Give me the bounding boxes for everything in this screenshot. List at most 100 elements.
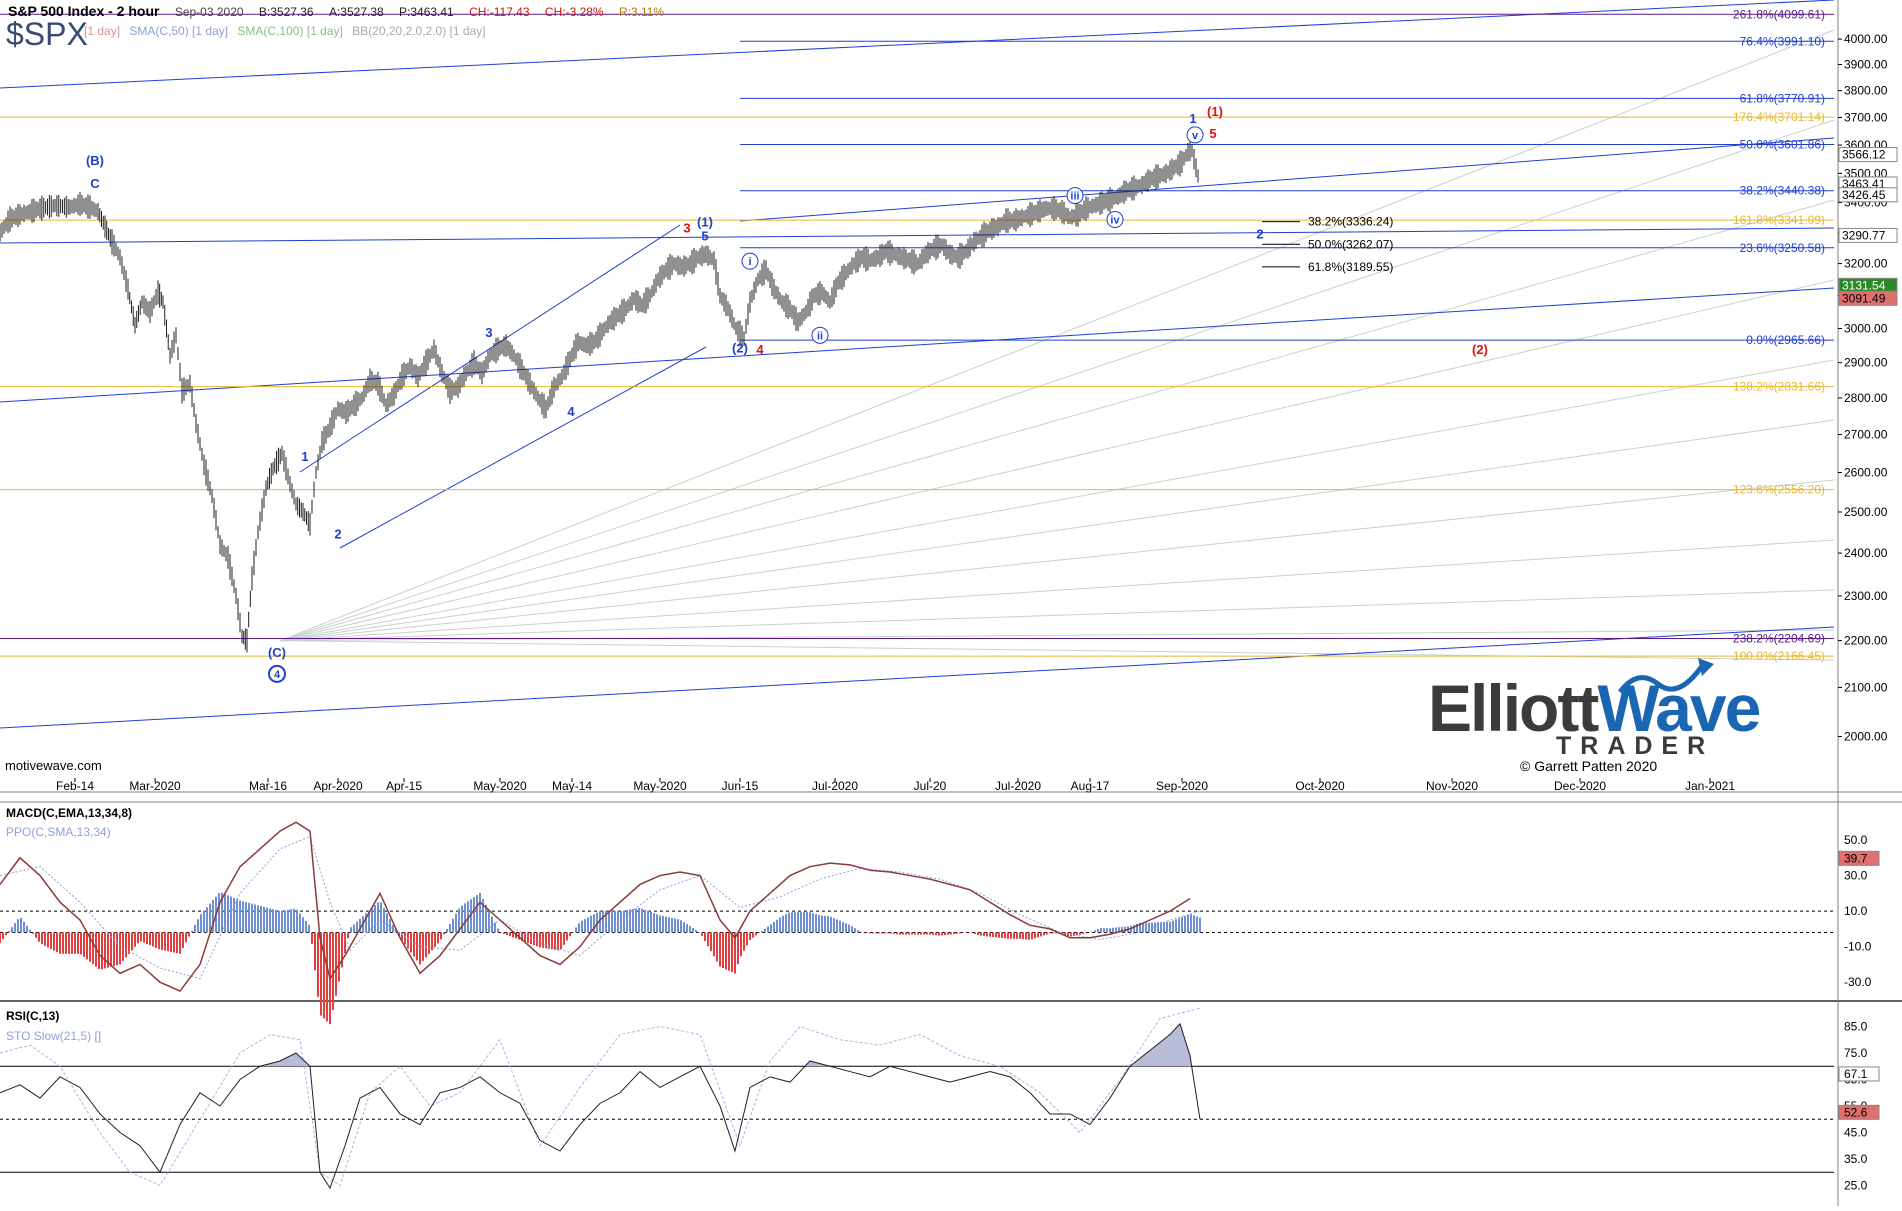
- wave-label: 2: [334, 526, 341, 541]
- retrace-label: 50.0%(3262.07): [1308, 237, 1393, 251]
- bar-date: Sep-03 2020: [174, 5, 244, 19]
- trend-line: [0, 227, 1835, 244]
- price-value: P:3463.41: [399, 5, 454, 19]
- x-tick-label: Jul-20: [914, 779, 947, 793]
- fib-label: 138.2%(2831.66): [1733, 380, 1825, 394]
- trend-line: [0, 287, 1835, 403]
- y-tick-label: 4000.00: [1844, 32, 1888, 46]
- logo-trader: TRADER: [1556, 732, 1715, 760]
- y-tick-label: 3900.00: [1844, 58, 1888, 72]
- macd-tick-label: 10.0: [1844, 904, 1868, 918]
- x-tick-label: Jul-2020: [812, 779, 858, 793]
- macd-title: MACD(C,EMA,13,34,8): [6, 806, 133, 820]
- wave-label: iv: [1110, 215, 1120, 227]
- y-tick-label: 2500.00: [1844, 505, 1888, 519]
- wave-label: (1): [1207, 104, 1223, 119]
- rsi-value-tag: [1838, 1066, 1880, 1082]
- x-tick-label: May-2020: [633, 779, 687, 793]
- rsi-subtitle: STO Slow(21,5) []: [6, 1029, 102, 1043]
- y-tick-label: 2000.00: [1844, 730, 1888, 744]
- wave-circle: [268, 664, 286, 683]
- x-tick-label: Dec-2020: [1554, 779, 1606, 793]
- fib-label: 176.4%(3701.14): [1733, 110, 1825, 124]
- logo-elliott: Elliott: [1428, 671, 1599, 745]
- trend-line: [739, 137, 1835, 222]
- macd-tick-label: 50.0: [1844, 833, 1868, 847]
- wave-label: ii: [817, 330, 823, 342]
- wave-label: 5: [701, 228, 708, 243]
- retrace-label: 61.8%(3189.55): [1308, 260, 1393, 274]
- rsi-value-label: 67.1: [1844, 1067, 1868, 1081]
- logo-copyright: © Garrett Patten 2020: [1520, 758, 1658, 774]
- rsi-value-label: 52.6: [1844, 1105, 1868, 1119]
- wave-label: C: [90, 176, 100, 191]
- x-tick-label: Feb-14: [56, 779, 94, 793]
- fan-line: [279, 640, 1835, 661]
- fib-label: 61.8%(3770.91): [1740, 91, 1825, 105]
- overlay-legend-item: SMA(C,100) [1 day]: [237, 24, 343, 38]
- fan-line: [279, 539, 1835, 642]
- logo-wave-icon: [1618, 658, 1714, 694]
- overlay-legend: [1 day] SMA(C,50) [1 day] SMA(C,100) [1 …: [84, 24, 486, 38]
- fan-line: [279, 479, 1835, 642]
- wave-circle: [1066, 187, 1084, 205]
- fan-line: [279, 119, 1835, 642]
- x-tick-label: Nov-2020: [1426, 779, 1478, 793]
- y-tick-label: 2100.00: [1844, 680, 1888, 694]
- wave-label: 1: [1189, 111, 1196, 126]
- wave-label: iii: [1070, 191, 1079, 203]
- elliott-wave-logo: ElliottWave TRADER © Garrett Patten 2020: [1428, 658, 1761, 780]
- macd-line: [0, 821, 1191, 993]
- x-tick-label: May-14: [552, 779, 592, 793]
- bid-value: B:3527.36: [258, 5, 314, 19]
- wave-label: (B): [86, 153, 104, 168]
- logo-wave: Wave: [1597, 671, 1761, 745]
- y-tick-label: 2200.00: [1844, 634, 1888, 648]
- watermark: motivewave.com: [5, 758, 102, 773]
- trend-line: [299, 224, 681, 473]
- price-bars: [0, 141, 1199, 653]
- rsi-value-tag: [1838, 1104, 1880, 1120]
- change-pct-value: CH:-3.28%: [544, 5, 604, 19]
- fan-lines: [279, 29, 1835, 661]
- fib-label: 38.2%(3440.38): [1740, 184, 1825, 198]
- fib-label: 100.0%(2166.45): [1733, 649, 1825, 663]
- wave-label: 5: [1209, 126, 1216, 141]
- overlay-legend-item: [1 day]: [84, 24, 121, 38]
- macd-subtitle: PPO(C,SMA,13,34): [6, 825, 111, 839]
- y-tick-label: 2300.00: [1844, 589, 1888, 603]
- macd-tick-label: 30.0: [1844, 869, 1868, 883]
- price-tag-label: 3091.49: [1842, 291, 1886, 305]
- macd-value-label: 39.7: [1844, 851, 1868, 865]
- fan-line: [279, 199, 1835, 642]
- price-tag: [1838, 227, 1898, 243]
- rsi-title: RSI(C,13): [6, 1009, 60, 1023]
- x-tick-label: Apr-15: [386, 779, 422, 793]
- wave-circle: [741, 252, 759, 270]
- wave-label: 3: [683, 221, 690, 236]
- fib-label: 76.4%(3991.10): [1740, 34, 1825, 48]
- macd-signal-line: [0, 835, 1201, 980]
- fib-label: 50.0%(3601.86): [1740, 138, 1825, 152]
- y-tick-label: 2700.00: [1844, 428, 1888, 442]
- wave-label: (2): [732, 340, 748, 355]
- y-tick-label: 2400.00: [1844, 546, 1888, 560]
- macd-histogram: [0, 892, 1201, 1025]
- wave-label: (1): [697, 215, 713, 230]
- change-value: CH:-117.43: [469, 5, 530, 19]
- instrument-name: S&P 500 Index - 2 hour: [8, 3, 160, 19]
- x-tick-label: Aug-17: [1071, 779, 1110, 793]
- y-tick-label: 3700.00: [1844, 110, 1888, 124]
- sto-line: [0, 1007, 1201, 1187]
- x-tick-label: Jul-2020: [995, 779, 1041, 793]
- rsi-tick-label: 35.0: [1844, 1152, 1868, 1166]
- wave-circle: [1106, 211, 1124, 229]
- x-tick-label: Mar-16: [249, 779, 287, 793]
- rsi-tick-label: 45.0: [1844, 1125, 1868, 1139]
- symbol-label: $SPX: [6, 16, 88, 52]
- fib-label: 23.6%(3250.58): [1740, 241, 1825, 255]
- wave-circle: [811, 326, 829, 344]
